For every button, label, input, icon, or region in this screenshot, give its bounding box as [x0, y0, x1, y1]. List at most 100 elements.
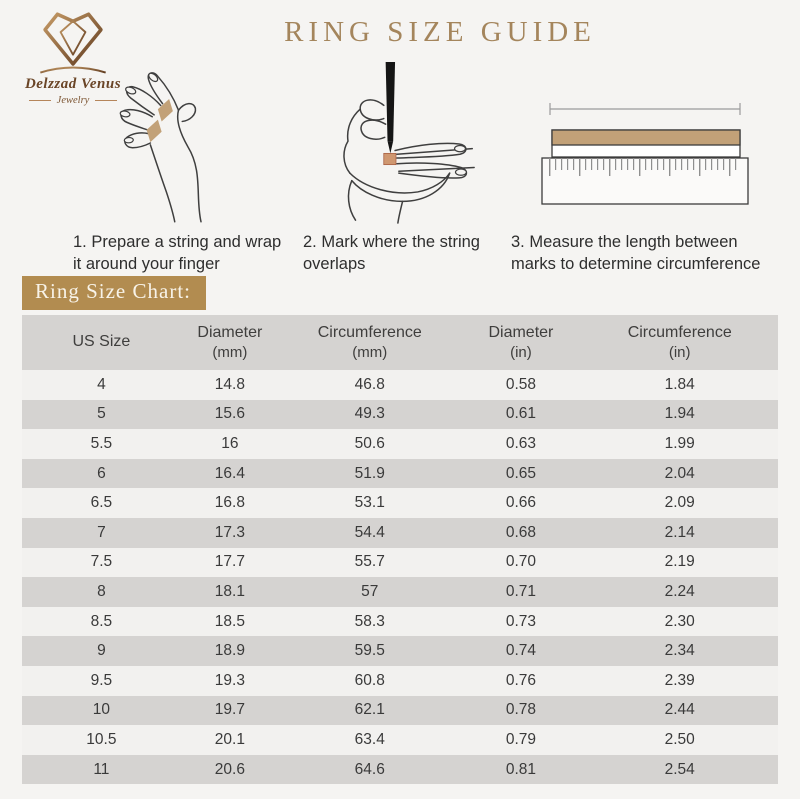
table-row: 8.5 18.5 58.3 0.73 2.30 [22, 606, 778, 637]
cell-circumference-in: 2.14 [581, 517, 778, 548]
cell-circumference-mm: 63.4 [279, 725, 461, 755]
cell-diameter-in: 0.65 [460, 458, 582, 489]
cell-diameter-in: 0.73 [460, 606, 582, 637]
cell-us-size: 10 [22, 695, 181, 726]
cell-diameter-mm: 18.5 [180, 606, 280, 637]
step-2-caption: 2. Mark where the string overlaps [295, 231, 497, 276]
cell-diameter-mm: 20.1 [180, 725, 280, 755]
step-2-mark-string: 2. Mark where the string overlaps [295, 62, 497, 276]
table-row: 9.5 19.3 60.8 0.76 2.39 [22, 665, 778, 696]
column-header-circumference-mm: Circumference (mm) [279, 315, 461, 370]
cell-us-size: 9 [22, 636, 181, 666]
cell-diameter-mm: 16.8 [180, 488, 280, 518]
cell-circumference-mm: 51.9 [279, 458, 461, 489]
table-row: 5.5 16 50.6 0.63 1.99 [22, 429, 778, 459]
cell-us-size: 9.5 [22, 665, 181, 696]
cell-diameter-in: 0.63 [460, 429, 582, 459]
cell-diameter-in: 0.61 [460, 399, 582, 430]
cell-diameter-mm: 18.9 [180, 636, 280, 666]
column-header-us-size: US Size [22, 315, 181, 370]
cell-diameter-in: 0.76 [460, 665, 582, 696]
step-3-measure-length: 3. Measure the length between marks to d… [503, 62, 790, 276]
step-1-caption-line-1: 1. Prepare a string and wrap [73, 233, 282, 251]
cell-us-size: 4 [22, 370, 181, 400]
cell-diameter-in: 0.74 [460, 636, 582, 666]
cell-us-size: 10.5 [22, 725, 181, 755]
cell-us-size: 5 [22, 399, 181, 430]
cell-circumference-in: 2.54 [581, 754, 778, 785]
brand-logo: Delzzad Venus Jewelry [14, 8, 132, 106]
cell-circumference-in: 2.34 [581, 636, 778, 666]
cell-circumference-in: 1.99 [581, 429, 778, 459]
diamond-gem-icon [40, 12, 106, 74]
cell-circumference-mm: 54.4 [279, 517, 461, 548]
column-header-diameter-in: Diameter (in) [460, 315, 582, 370]
hand-with-string-icon [119, 72, 202, 223]
cell-circumference-in: 1.94 [581, 399, 778, 430]
ring-size-chart-label: Ring Size Chart: [22, 276, 206, 310]
cell-circumference-in: 2.30 [581, 606, 778, 637]
brand-subtitle-row: Jewelry [14, 95, 132, 106]
hand-marking-icon [343, 62, 475, 224]
cell-diameter-mm: 15.6 [180, 399, 280, 430]
cell-circumference-mm: 57 [279, 577, 461, 607]
brand-subtitle: Jewelry [56, 95, 90, 106]
cell-diameter-in: 0.66 [460, 488, 582, 518]
subtitle-dash-right [95, 100, 118, 101]
cell-us-size: 8.5 [22, 606, 181, 637]
cell-diameter-in: 0.70 [460, 547, 582, 578]
cell-circumference-in: 2.50 [581, 725, 778, 755]
cell-circumference-mm: 53.1 [279, 488, 461, 518]
cell-diameter-in: 0.58 [460, 370, 582, 400]
table-row: 10 19.7 62.1 0.78 2.44 [22, 695, 778, 726]
cell-diameter-in: 0.81 [460, 754, 582, 785]
ring-size-table-body: 4 14.8 46.8 0.58 1.84 5 15.6 49.3 0.61 1… [22, 370, 778, 785]
cell-circumference-in: 2.39 [581, 665, 778, 696]
cell-us-size: 11 [22, 754, 181, 785]
step-1-caption: 1. Prepare a string and wrap it around y… [55, 231, 287, 276]
cell-circumference-in: 2.24 [581, 577, 778, 607]
ring-size-table-wrap: US Size Diameter (mm) Circumference (mm)… [22, 315, 778, 785]
table-row: 6 16.4 51.9 0.65 2.04 [22, 458, 778, 489]
ruler-icon [540, 103, 749, 205]
cell-circumference-mm: 60.8 [279, 665, 461, 696]
cell-us-size: 6.5 [22, 488, 181, 518]
cell-circumference-in: 2.44 [581, 695, 778, 726]
table-row: 6.5 16.8 53.1 0.66 2.09 [22, 488, 778, 518]
table-header-row: US Size Diameter (mm) Circumference (mm)… [22, 315, 778, 370]
step-2-caption-line-1: 2. Mark where the string [303, 233, 480, 251]
page-title: RING SIZE GUIDE [284, 16, 596, 48]
cell-diameter-mm: 18.1 [180, 577, 280, 607]
step-1-caption-line-2: it around your finger [73, 255, 220, 274]
cell-circumference-mm: 58.3 [279, 606, 461, 637]
cell-circumference-in: 2.04 [581, 458, 778, 489]
cell-diameter-mm: 14.8 [180, 370, 280, 400]
cell-circumference-mm: 59.5 [279, 636, 461, 666]
cell-diameter-in: 0.78 [460, 695, 582, 726]
table-row: 5 15.6 49.3 0.61 1.94 [22, 399, 778, 430]
table-row: 11 20.6 64.6 0.81 2.54 [22, 754, 778, 785]
cell-diameter-mm: 16 [180, 429, 280, 459]
cell-diameter-mm: 20.6 [180, 754, 280, 785]
cell-us-size: 5.5 [22, 429, 181, 459]
ring-size-table: US Size Diameter (mm) Circumference (mm)… [22, 315, 778, 785]
step-2-caption-line-2: overlaps [303, 255, 366, 274]
step-3-caption-line-2: marks to determine circumference [511, 255, 761, 274]
cell-us-size: 7.5 [22, 547, 181, 578]
cell-diameter-in: 0.79 [460, 725, 582, 755]
cell-us-size: 8 [22, 577, 181, 607]
table-row: 7.5 17.7 55.7 0.70 2.19 [22, 547, 778, 578]
cell-circumference-mm: 62.1 [279, 695, 461, 726]
subtitle-dash-left [28, 100, 51, 101]
table-row: 8 18.1 57 0.71 2.24 [22, 577, 778, 607]
brand-name: Delzzad Venus [24, 76, 122, 92]
table-row: 10.5 20.1 63.4 0.79 2.50 [22, 725, 778, 755]
cell-circumference-mm: 64.6 [279, 754, 461, 785]
cell-diameter-mm: 17.3 [180, 517, 280, 548]
cell-circumference-in: 2.19 [581, 547, 778, 578]
cell-circumference-in: 2.09 [581, 488, 778, 518]
cell-diameter-mm: 16.4 [180, 458, 280, 489]
column-header-diameter-mm: Diameter (mm) [180, 315, 280, 370]
cell-diameter-mm: 19.7 [180, 695, 280, 726]
